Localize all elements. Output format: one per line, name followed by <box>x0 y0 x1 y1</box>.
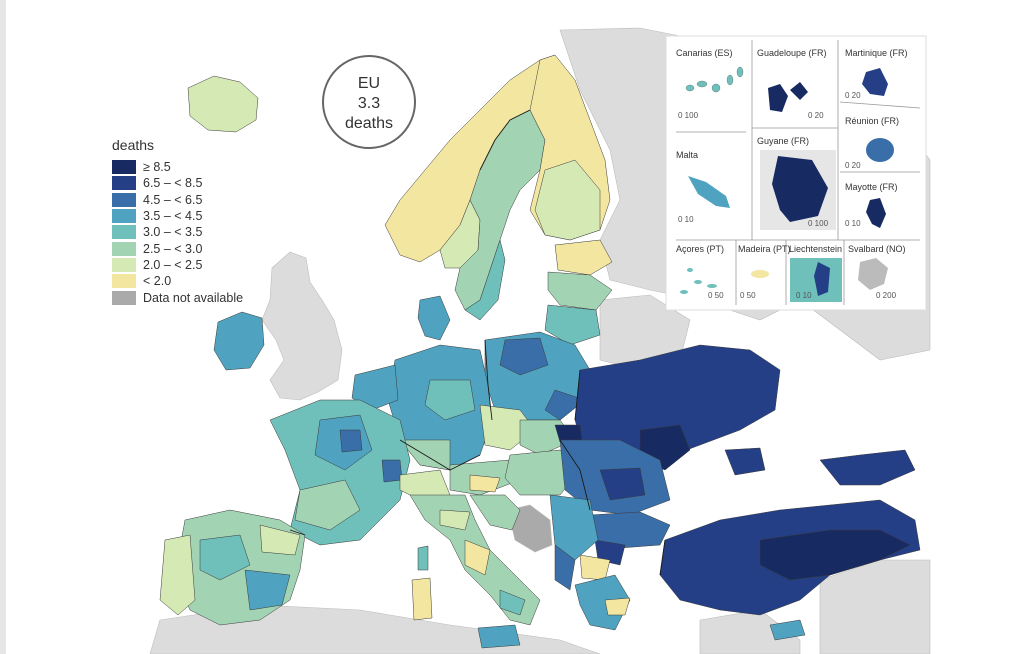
inset-scale-canarias: 0 100 <box>678 111 699 120</box>
legend-swatch <box>112 290 136 305</box>
legend-item: 6.5 – < 8.5 <box>112 175 272 191</box>
inset-shape-canarias <box>685 66 744 93</box>
legend-swatch <box>112 160 136 175</box>
legend-swatch <box>112 209 136 224</box>
legend-swatch <box>112 257 136 272</box>
inset-shape-reunion <box>866 138 894 162</box>
inset-shape-guadeloupe <box>768 82 808 112</box>
legend-label: 2.5 – < 3.0 <box>143 241 203 256</box>
legend-item: Data not available <box>112 289 272 305</box>
inset-scale-mayotte: 0 10 <box>845 219 861 228</box>
inset-scale-guyane: 0 100 <box>808 219 829 228</box>
legend-swatch <box>112 225 136 240</box>
legend-swatch <box>112 176 136 191</box>
inset-scale-liechtenstein: 0 10 <box>796 291 812 300</box>
inset-shape-malta <box>688 176 730 208</box>
inset-scale-madeira: 0 50 <box>740 291 756 300</box>
legend-title: deaths <box>112 137 155 153</box>
inset-label-acores: Açores (PT) <box>676 244 724 254</box>
legend-item: < 2.0 <box>112 273 272 289</box>
inset-shape-madeira <box>751 270 769 278</box>
eu-summary-line2: 3.3 <box>358 95 380 112</box>
eu-summary-line3: deaths <box>345 115 393 132</box>
legend-label: ≥ 8.5 <box>143 160 171 175</box>
legend-label: 6.5 – < 8.5 <box>143 176 203 191</box>
legend-label: 3.5 – < 4.5 <box>143 209 203 224</box>
legend-swatch <box>112 241 136 256</box>
legend-swatch <box>112 192 136 207</box>
inset-shape-martinique <box>862 68 888 96</box>
eu-summary: EU 3.3 deaths <box>322 55 416 149</box>
map-legend: deaths ≥ 8.5 6.5 – < 8.5 4.5 – < 6.5 3.5… <box>112 137 272 306</box>
legend-label: 2.0 – < 2.5 <box>143 257 203 272</box>
inset-scale-malta: 0 10 <box>678 215 694 224</box>
legend-label: Data not available <box>143 290 244 305</box>
inset-scale-guadeloupe: 0 20 <box>808 111 824 120</box>
inset-label-liechtenstein: Liechtenstein <box>789 244 842 254</box>
inset-scale-acores: 0 50 <box>708 291 724 300</box>
choropleth-regions <box>159 54 921 649</box>
left-page-edge <box>0 0 6 654</box>
legend-rows: ≥ 8.5 6.5 – < 8.5 4.5 – < 6.5 3.5 – < 4.… <box>112 159 272 306</box>
legend-label: 4.5 – < 6.5 <box>143 192 203 207</box>
inset-label-madeira: Madeira (PT) <box>738 244 791 254</box>
eu-summary-line1: EU <box>358 75 380 92</box>
legend-item: 3.0 – < 3.5 <box>112 224 272 240</box>
legend-item: 2.5 – < 3.0 <box>112 240 272 256</box>
inset-shape-svalbard <box>858 258 888 290</box>
inset-shape-acores <box>680 268 717 294</box>
inset-label-canarias: Canarias (ES) <box>676 48 733 58</box>
inset-label-reunion: Réunion (FR) <box>845 116 899 126</box>
inset-scale-reunion: 0 20 <box>845 161 861 170</box>
inset-label-svalbard: Svalbard (NO) <box>848 244 906 254</box>
inset-label-martinique: Martinique (FR) <box>845 48 908 58</box>
inset-scale-martinique: 0 20 <box>845 91 861 100</box>
inset-label-malta: Malta <box>676 150 698 160</box>
inset-shape-mayotte <box>866 198 886 228</box>
inset-label-guyane: Guyane (FR) <box>757 136 809 146</box>
legend-item: 4.5 – < 6.5 <box>112 192 272 208</box>
legend-label: < 2.0 <box>143 274 172 289</box>
inset-panel: Canarias (ES) 0 100 Guadeloupe (FR) 0 20… <box>665 35 927 311</box>
country-borders <box>289 109 666 576</box>
legend-item: 3.5 – < 4.5 <box>112 208 272 224</box>
legend-item: 2.0 – < 2.5 <box>112 257 272 273</box>
legend-label: 3.0 – < 3.5 <box>143 225 203 240</box>
inset-label-guadeloupe: Guadeloupe (FR) <box>757 48 827 58</box>
inset-dividers <box>676 40 921 305</box>
inset-shape-guyane <box>772 156 828 222</box>
legend-swatch <box>112 274 136 289</box>
inset-shape-liechtenstein <box>814 262 830 296</box>
inset-scale-svalbard: 0 200 <box>876 291 897 300</box>
legend-item: ≥ 8.5 <box>112 159 272 175</box>
inset-label-mayotte: Mayotte (FR) <box>845 182 898 192</box>
